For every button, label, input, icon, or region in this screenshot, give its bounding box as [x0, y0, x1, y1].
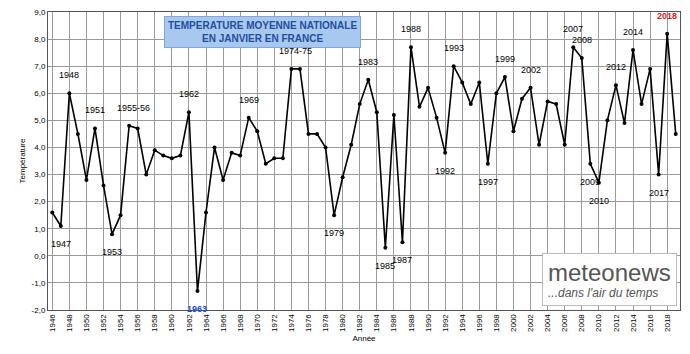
svg-text:1979: 1979	[324, 228, 344, 238]
svg-text:1998: 1998	[492, 314, 501, 332]
svg-text:4,0: 4,0	[34, 143, 46, 152]
svg-text:2,0: 2,0	[34, 197, 46, 206]
svg-text:1963: 1963	[187, 304, 207, 314]
svg-text:1985: 1985	[375, 261, 395, 271]
svg-text:2008: 2008	[572, 35, 592, 45]
svg-text:1964: 1964	[202, 314, 211, 332]
svg-text:1992: 1992	[441, 314, 450, 332]
svg-text:2007: 2007	[563, 24, 583, 34]
svg-text:1955-56: 1955-56	[117, 103, 150, 113]
svg-text:1996: 1996	[475, 314, 484, 332]
svg-text:2014: 2014	[629, 314, 638, 332]
svg-text:8,0: 8,0	[34, 35, 46, 44]
svg-text:2009: 2009	[580, 177, 600, 187]
svg-text:1974: 1974	[287, 314, 296, 332]
svg-text:1,0: 1,0	[34, 225, 46, 234]
svg-text:1958: 1958	[150, 314, 159, 332]
svg-text:1950: 1950	[82, 314, 91, 332]
svg-text:1972: 1972	[270, 314, 279, 332]
svg-text:1978: 1978	[321, 314, 330, 332]
svg-text:1974-75: 1974-75	[279, 46, 312, 56]
svg-text:1962: 1962	[179, 89, 199, 99]
svg-text:1994: 1994	[458, 314, 467, 332]
svg-text:2012: 2012	[612, 314, 621, 332]
svg-text:1954: 1954	[116, 314, 125, 332]
svg-text:2014: 2014	[623, 27, 643, 37]
svg-text:1953: 1953	[102, 247, 122, 257]
svg-text:1948: 1948	[65, 314, 74, 332]
svg-text:1948: 1948	[59, 70, 79, 80]
svg-text:2000: 2000	[509, 314, 518, 332]
svg-text:1951: 1951	[85, 105, 105, 115]
svg-text:3,0: 3,0	[34, 170, 46, 179]
svg-text:1987: 1987	[392, 255, 412, 265]
svg-text:1984: 1984	[372, 314, 381, 332]
svg-text:1980: 1980	[338, 314, 347, 332]
svg-text:2018: 2018	[657, 11, 677, 21]
svg-text:2018: 2018	[663, 314, 672, 332]
svg-text:1997: 1997	[478, 177, 498, 187]
svg-text:2006: 2006	[560, 314, 569, 332]
svg-text:-2,0: -2,0	[32, 306, 46, 315]
svg-text:1962: 1962	[185, 314, 194, 332]
svg-text:1968: 1968	[236, 314, 245, 332]
svg-text:2002: 2002	[526, 314, 535, 332]
svg-text:1988: 1988	[401, 24, 421, 34]
svg-text:1946: 1946	[48, 314, 57, 332]
svg-text:1976: 1976	[304, 314, 313, 332]
svg-text:TEMPERATURE MOYENNE NATIONALEE: TEMPERATURE MOYENNE NATIONALEEN JANVIER …	[168, 20, 357, 44]
svg-text:2010: 2010	[589, 196, 609, 206]
svg-text:1992: 1992	[435, 166, 455, 176]
svg-text:2016: 2016	[646, 314, 655, 332]
svg-text:-1,0: -1,0	[32, 279, 46, 288]
svg-text:2010: 2010	[594, 314, 603, 332]
svg-text:2004: 2004	[543, 314, 552, 332]
svg-text:1986: 1986	[389, 314, 398, 332]
svg-text:1988: 1988	[407, 314, 416, 332]
svg-text:1999: 1999	[495, 54, 515, 64]
svg-text:0,0: 0,0	[34, 252, 46, 261]
svg-text:meteonews...dans l'air du temp: meteonews...dans l'air du temps	[548, 259, 671, 300]
svg-text:1969: 1969	[239, 95, 259, 105]
svg-text:Température: Température	[18, 138, 27, 183]
svg-text:1993: 1993	[444, 43, 464, 53]
svg-text:2017: 2017	[649, 188, 669, 198]
svg-text:1960: 1960	[167, 314, 176, 332]
svg-text:1970: 1970	[253, 314, 262, 332]
svg-text:2002: 2002	[521, 65, 541, 75]
svg-text:1982: 1982	[355, 314, 364, 332]
svg-text:1947: 1947	[51, 239, 71, 249]
svg-text:1990: 1990	[424, 314, 433, 332]
svg-text:1966: 1966	[219, 314, 228, 332]
svg-text:1952: 1952	[99, 314, 108, 332]
svg-text:2012: 2012	[606, 62, 626, 72]
svg-text:2008: 2008	[577, 314, 586, 332]
svg-text:6,0: 6,0	[34, 89, 46, 98]
svg-text:7,0: 7,0	[34, 62, 46, 71]
svg-text:1956: 1956	[133, 314, 142, 332]
svg-text:9,0: 9,0	[34, 8, 46, 17]
svg-text:Année: Année	[352, 334, 376, 343]
svg-text:1983: 1983	[358, 57, 378, 67]
svg-text:5,0: 5,0	[34, 116, 46, 125]
